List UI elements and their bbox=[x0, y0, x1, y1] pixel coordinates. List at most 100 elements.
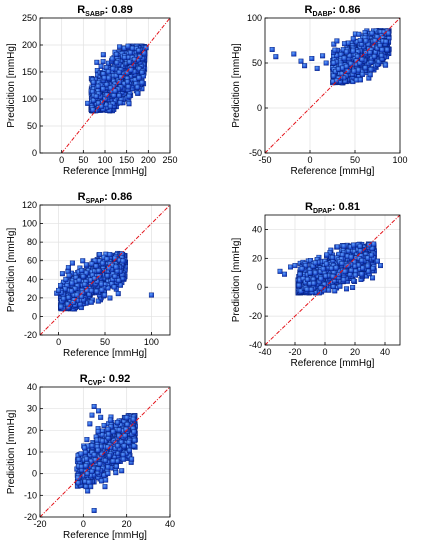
data-point bbox=[312, 260, 318, 266]
data-point bbox=[80, 273, 86, 279]
y-axis-label: Predicition [mmHg] bbox=[231, 238, 242, 323]
data-point bbox=[342, 268, 348, 274]
data-point bbox=[383, 39, 389, 45]
data-point bbox=[343, 63, 349, 69]
data-point bbox=[66, 272, 72, 278]
data-point bbox=[90, 79, 96, 85]
y-tick-label: 100 bbox=[22, 219, 37, 229]
data-point bbox=[292, 263, 298, 269]
axes-frame bbox=[264, 17, 401, 154]
data-point bbox=[314, 65, 320, 71]
data-point bbox=[311, 280, 317, 286]
data-point bbox=[115, 291, 121, 297]
data-point bbox=[90, 107, 96, 113]
data-point bbox=[324, 252, 330, 258]
data-point bbox=[376, 59, 382, 65]
data-point bbox=[126, 59, 132, 65]
data-point bbox=[330, 273, 336, 279]
data-point bbox=[341, 41, 347, 47]
title-value: : 0.89 bbox=[105, 4, 133, 16]
title-subscript: SPAP bbox=[86, 198, 105, 205]
y-tick-label: -50 bbox=[249, 148, 262, 158]
data-point bbox=[344, 49, 350, 55]
data-point bbox=[323, 60, 329, 66]
identity-line bbox=[61, 18, 170, 153]
y-tick-label: 40 bbox=[27, 274, 37, 284]
data-point bbox=[351, 68, 357, 74]
data-point bbox=[97, 252, 103, 258]
x-tick-label: 200 bbox=[141, 155, 156, 165]
data-point bbox=[66, 294, 72, 300]
title-value: : 0.86 bbox=[332, 4, 360, 16]
data-point bbox=[80, 258, 86, 264]
data-point bbox=[359, 56, 365, 62]
data-point bbox=[111, 92, 117, 98]
data-point bbox=[107, 252, 113, 258]
data-point bbox=[348, 61, 354, 67]
data-point bbox=[339, 252, 345, 258]
x-tick-label: 20 bbox=[350, 347, 360, 357]
data-point bbox=[356, 31, 362, 37]
data-point bbox=[107, 295, 113, 301]
identity-line bbox=[40, 205, 170, 335]
data-point bbox=[309, 56, 315, 62]
y-axis-label: Predicition [mmHg] bbox=[231, 43, 242, 128]
data-point bbox=[332, 47, 338, 53]
y-tick-label: 100 bbox=[22, 94, 37, 104]
y-tick-label: -20 bbox=[249, 311, 262, 321]
data-point bbox=[139, 80, 145, 86]
data-point bbox=[79, 267, 85, 273]
data-point bbox=[137, 53, 143, 59]
data-point bbox=[112, 273, 118, 279]
x-tick-label: 0 bbox=[307, 155, 312, 165]
data-point bbox=[106, 75, 112, 81]
data-point bbox=[76, 277, 82, 283]
data-point bbox=[350, 48, 356, 54]
data-point bbox=[109, 56, 115, 62]
data-point bbox=[124, 70, 130, 76]
data-point bbox=[335, 66, 341, 72]
data-point bbox=[330, 283, 336, 289]
data-point bbox=[359, 258, 365, 264]
data-point bbox=[385, 30, 391, 36]
data-point bbox=[127, 50, 133, 56]
data-point bbox=[94, 288, 100, 294]
data-point bbox=[384, 47, 390, 53]
data-point bbox=[367, 50, 373, 56]
data-point bbox=[135, 90, 141, 96]
x-tick-label: 100 bbox=[97, 155, 112, 165]
y-tick-label: 250 bbox=[22, 13, 37, 23]
x-axis-label: Reference [mmHg] bbox=[63, 166, 147, 177]
data-point bbox=[331, 60, 337, 66]
data-point bbox=[344, 286, 350, 292]
data-point bbox=[302, 63, 308, 69]
data-point bbox=[89, 261, 95, 267]
data-point bbox=[341, 277, 347, 283]
data-point bbox=[143, 45, 149, 51]
data-point bbox=[58, 283, 64, 289]
data-point bbox=[308, 258, 314, 264]
data-point bbox=[113, 73, 119, 79]
y-tick-label: 50 bbox=[252, 58, 262, 68]
data-point bbox=[63, 276, 69, 282]
data-point bbox=[107, 103, 113, 109]
data-point bbox=[100, 59, 106, 65]
data-point bbox=[378, 263, 384, 269]
data-point bbox=[100, 86, 106, 92]
axes-frame bbox=[264, 214, 401, 346]
chart-title: RDABP: 0.86 bbox=[305, 4, 361, 18]
data-point bbox=[282, 271, 288, 277]
data-point bbox=[335, 244, 341, 250]
data-point bbox=[362, 65, 368, 71]
data-point bbox=[100, 260, 106, 266]
data-point bbox=[110, 101, 116, 107]
data-point bbox=[104, 273, 110, 279]
data-point bbox=[108, 85, 114, 91]
data-point bbox=[82, 281, 88, 287]
data-point bbox=[304, 286, 310, 292]
data-point bbox=[74, 292, 80, 298]
data-point bbox=[375, 258, 381, 264]
